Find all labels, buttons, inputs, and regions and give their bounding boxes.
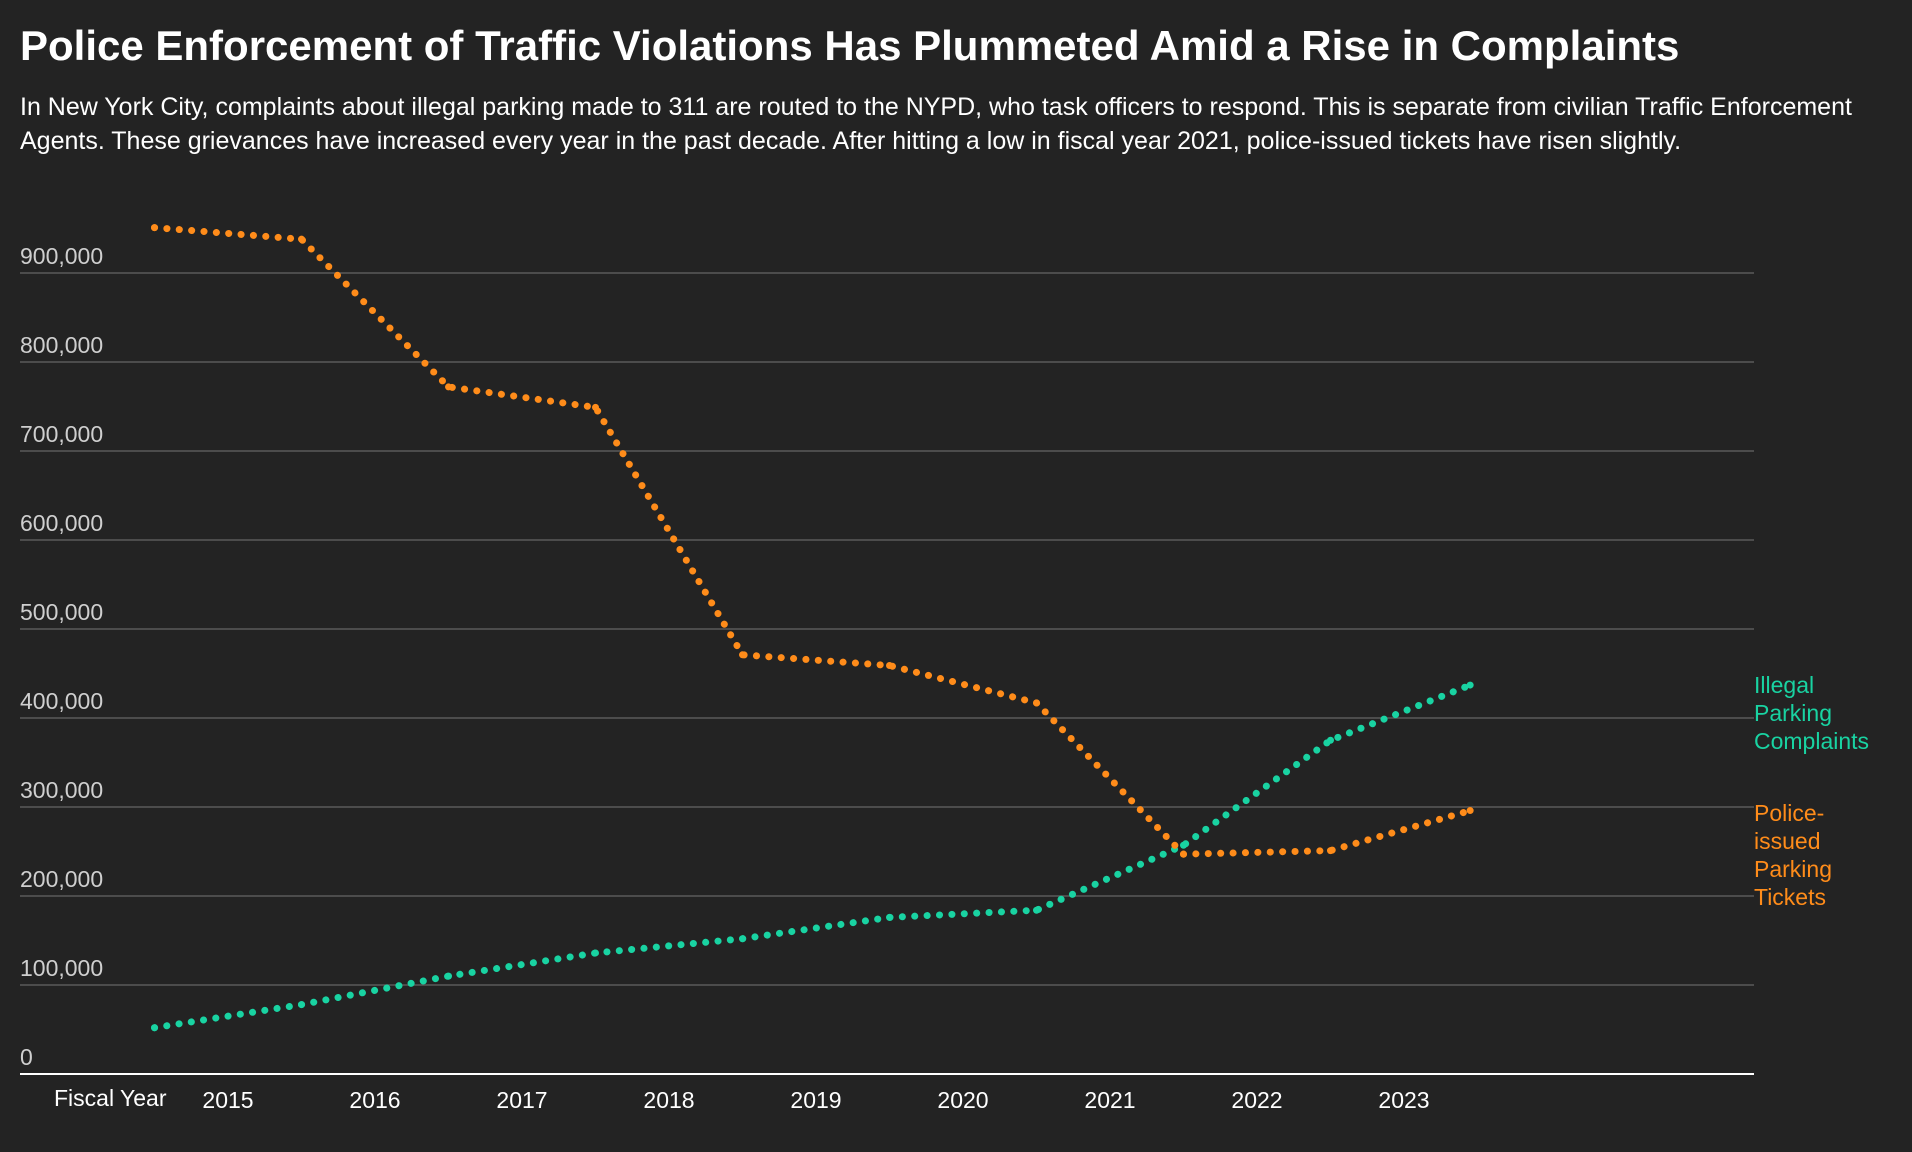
- data-point-complaints-7: [1180, 841, 1187, 849]
- data-point-tickets-0: [151, 224, 158, 232]
- data-point-complaints-5: [886, 913, 893, 921]
- data-point-tickets-3: [592, 403, 599, 411]
- y-tick-label-900000: 900,000: [20, 243, 103, 269]
- chart-subtitle: In New York City, complaints about illeg…: [20, 93, 1852, 155]
- y-tick-label-700000: 700,000: [20, 421, 103, 447]
- data-point-tickets-6: [1033, 699, 1040, 707]
- data-point-tickets-2: [445, 383, 452, 391]
- data-point-complaints-3: [592, 949, 599, 957]
- x-tick-label-2019: 2019: [790, 1087, 841, 1113]
- y-tick-label-300000: 300,000: [20, 777, 103, 803]
- data-point-complaints-2: [445, 972, 452, 980]
- series-labels: Illegal Parking Complaints Police-issued Par…: [1754, 672, 1869, 910]
- x-tick-label-2022: 2022: [1231, 1087, 1282, 1113]
- data-point-complaints-4: [739, 935, 746, 943]
- data-point-complaints-6: [1033, 906, 1040, 914]
- y-axis-tick-labels: 0 100,000 200,000 300,000 400,000 500,000 600,…: [20, 243, 103, 1070]
- series-line-complaints: [151, 681, 1474, 1032]
- series-line-tickets: [151, 224, 1474, 858]
- data-point-tickets-8: [1327, 847, 1334, 855]
- x-axis-title: Fiscal Year: [54, 1085, 167, 1111]
- data-point-tickets-9: [1466, 807, 1474, 815]
- data-point-complaints-9: [1466, 681, 1474, 689]
- y-tick-label-100000: 100,000: [20, 955, 103, 981]
- data-point-complaints-8: [1327, 736, 1334, 744]
- y-tick-label-500000: 500,000: [20, 599, 103, 625]
- data-point-tickets-1: [298, 235, 305, 243]
- data-point-complaints-0: [151, 1024, 158, 1032]
- x-tick-label-2020: 2020: [937, 1087, 988, 1113]
- x-tick-label-2021: 2021: [1084, 1087, 1135, 1113]
- data-point-tickets-5: [886, 661, 893, 669]
- y-tick-label-800000: 800,000: [20, 332, 103, 358]
- series-label-complaints: Illegal Parking Complaints: [1754, 672, 1869, 754]
- series-lines: [151, 224, 1474, 1032]
- y-tick-label-200000: 200,000: [20, 866, 103, 892]
- data-point-complaints-1: [298, 1001, 305, 1009]
- x-tick-label-2016: 2016: [349, 1087, 400, 1113]
- x-tick-label-2018: 2018: [643, 1087, 694, 1113]
- x-axis: Fiscal Year 2015 2016 2017 2018 2019 2020 2021 2…: [20, 1073, 1754, 1113]
- y-tick-label-600000: 600,000: [20, 510, 103, 536]
- x-tick-label-2015: 2015: [202, 1087, 253, 1113]
- chart-title: Police Enforcement of Traffic Violations…: [20, 22, 1680, 69]
- gridlines: [20, 272, 1754, 986]
- data-point-tickets-7: [1180, 850, 1187, 858]
- y-tick-label-0: 0: [20, 1044, 33, 1070]
- y-tick-label-400000: 400,000: [20, 688, 103, 714]
- x-tick-label-2017: 2017: [496, 1087, 547, 1113]
- series-label-tickets: Police-issued Parking Tickets: [1754, 800, 1832, 910]
- x-tick-label-2023: 2023: [1378, 1087, 1429, 1113]
- data-point-tickets-4: [739, 651, 746, 659]
